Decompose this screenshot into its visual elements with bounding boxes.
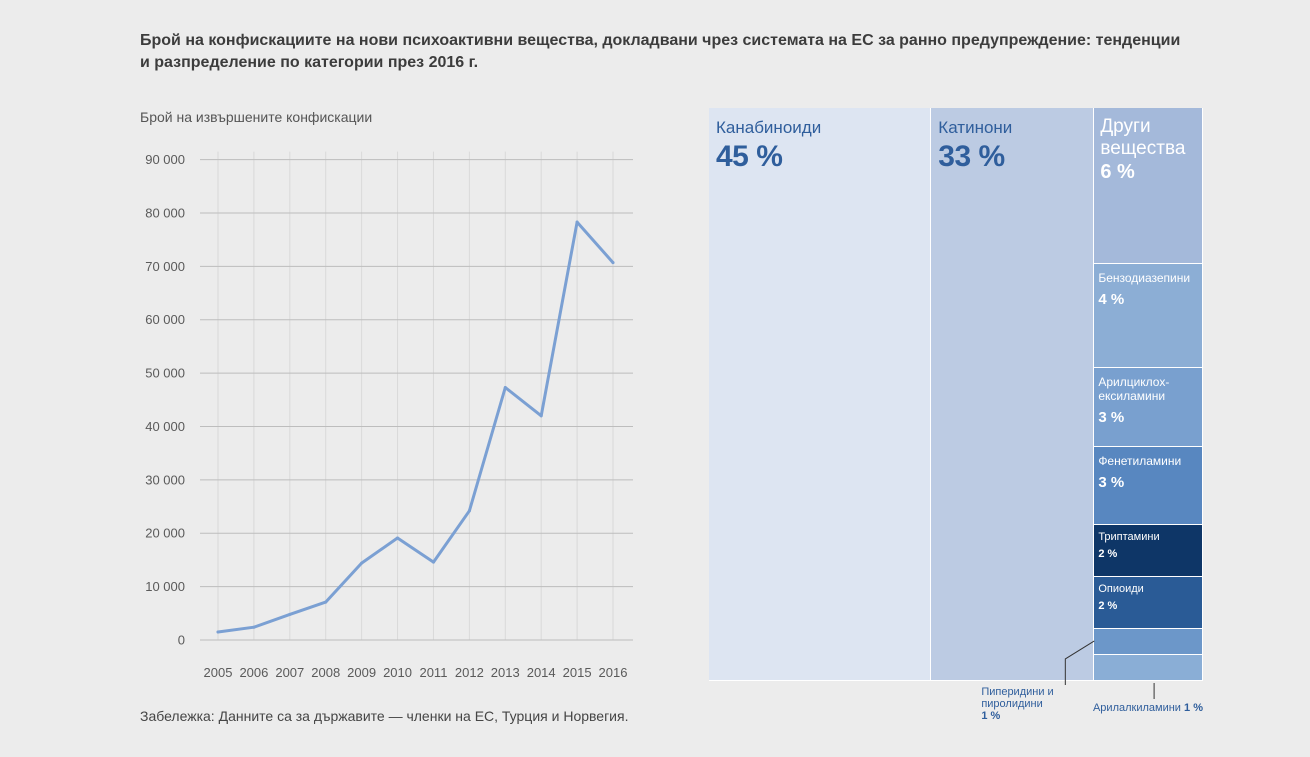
slice-label: Опиоиди <box>1098 582 1144 595</box>
x-tick-label: 2007 <box>275 665 304 680</box>
slice-label: Канабиноиди <box>716 118 822 137</box>
slice-value: 6 % <box>1100 161 1135 183</box>
slice-value: 3 % <box>1098 473 1125 491</box>
x-tick-label: 2014 <box>527 665 556 680</box>
y-tick-label: 60 000 <box>145 312 185 327</box>
slice-value: 1 % <box>1184 702 1203 714</box>
slice-value: 2 % <box>1098 547 1118 560</box>
data-point <box>431 560 435 564</box>
treemap-cell: Други вещества 6 % <box>1094 108 1202 264</box>
x-tick-label: 2016 <box>599 665 628 680</box>
slice-value: 33 % <box>938 140 1005 173</box>
y-tick-label: 30 000 <box>145 472 185 487</box>
treemap-cell: Канабиноиди 45 % <box>709 108 931 680</box>
callout-leader-line <box>1064 640 1095 685</box>
y-tick-label: 80 000 <box>145 205 185 220</box>
callout-leaders <box>1064 640 1155 699</box>
slice-value: 2 % <box>1098 599 1118 612</box>
data-point <box>288 612 292 616</box>
treemap-cell: Бензодиазепини 4 % <box>1094 264 1202 368</box>
y-tick-label: 40 000 <box>145 419 185 434</box>
slice-label: Пиперидини и пиролидини <box>981 686 1054 710</box>
treemap-cell: Триптамини 2 % <box>1094 524 1202 576</box>
slice-label: Катинони <box>938 118 1013 137</box>
slice-label: Арилциклох-ексиламини <box>1098 375 1170 404</box>
x-tick-label: 2015 <box>563 665 592 680</box>
figure-title: Брой на конфискациите на нови психоактив… <box>140 32 1181 71</box>
data-point <box>216 630 220 634</box>
data-point <box>575 220 579 224</box>
treemap-cell: Фенетиламини 3 % <box>1094 446 1202 524</box>
x-tick-label: 2010 <box>383 665 412 680</box>
data-point <box>467 509 471 513</box>
treemap-cell: Арилциклох-ексиламини 3 % <box>1094 368 1202 446</box>
treemap-cell: Катинони 33 % <box>931 108 1094 680</box>
data-point <box>503 386 507 390</box>
x-tick-label: 2008 <box>311 665 340 680</box>
treemap-cell: Опиоиди 2 % <box>1094 576 1202 628</box>
y-tick-label: 0 <box>178 633 185 648</box>
slice-label: Триптамини <box>1098 530 1160 543</box>
data-point <box>611 261 615 265</box>
data-point <box>324 600 328 604</box>
data-point <box>252 625 256 629</box>
x-tick-label: 2005 <box>204 665 233 680</box>
slice-label: Арилалкиламини <box>1092 702 1181 714</box>
footnote: Забележка: Данните са за държавите — чле… <box>140 708 629 724</box>
x-tick-label: 2011 <box>419 665 447 680</box>
x-tick-label: 2006 <box>239 665 268 680</box>
x-tick-label: 2013 <box>491 665 520 680</box>
data-point <box>360 561 364 565</box>
treemap-cell <box>1094 628 1202 654</box>
y-tick-label: 10 000 <box>145 579 185 594</box>
callout-label: Пиперидини и пиролидини 1 % <box>981 686 1063 722</box>
x-tick-label: 2012 <box>455 665 484 680</box>
x-tick-label: 2009 <box>347 665 376 680</box>
slice-label: Фенетиламини <box>1098 453 1182 468</box>
series-line <box>216 220 615 634</box>
data-point <box>539 414 543 418</box>
y-tick-label: 20 000 <box>145 526 185 541</box>
data-point <box>396 536 400 540</box>
slice-value: 45 % <box>716 140 783 173</box>
y-tick-label: 90 000 <box>145 152 185 167</box>
slice-value: 4 % <box>1098 291 1125 309</box>
slice-label: Други вещества <box>1100 116 1186 159</box>
callout-label: Арилалкиламини 1 % <box>1084 702 1203 714</box>
slice-value: 3 % <box>1098 409 1125 427</box>
y-tick-label: 50 000 <box>145 366 185 381</box>
slice-value: 1 % <box>981 710 1001 722</box>
slice-label: Бензодиазепини <box>1098 271 1191 286</box>
y-axis-title: Брой на извършените конфискации <box>140 109 373 125</box>
treemap-cell <box>1094 654 1202 680</box>
line-chart: 0 10 000 20 000 30 000 40 000 50 000 60 000 70 … <box>145 151 633 680</box>
y-tick-label: 70 000 <box>145 259 185 274</box>
treemap-chart: Канабиноиди 45 % Катинони 33 % Други веществ… <box>709 108 1203 681</box>
